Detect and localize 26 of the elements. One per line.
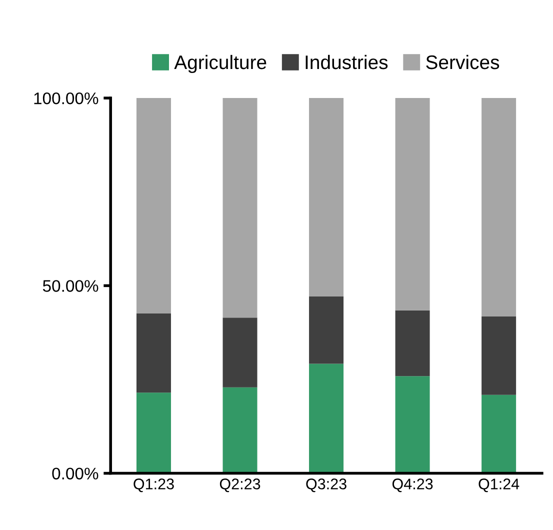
x-tick-label: Q2:23 (220, 478, 260, 492)
legend-label: Agriculture (174, 54, 266, 74)
y-tick-label: 50.00% (42, 280, 98, 292)
bar (482, 316, 516, 395)
legend-label: Industries (306, 54, 388, 70)
bar (395, 310, 430, 376)
bar (136, 392, 171, 474)
bar (482, 98, 516, 316)
y-tick-label: 100.00% (34, 92, 98, 104)
bar (395, 98, 430, 310)
bar (309, 296, 344, 364)
bar (482, 394, 516, 474)
x-tick-label: Q1:24 (478, 478, 520, 492)
bar (222, 98, 258, 318)
x-tick-label: Q4:23 (392, 478, 433, 492)
bar (136, 98, 171, 314)
x-tick-label: Q3:23 (306, 478, 346, 492)
bar (309, 364, 344, 474)
bar (136, 313, 171, 393)
bar (222, 318, 258, 388)
bar (395, 376, 430, 474)
legend-label: Services (426, 54, 500, 70)
bar (222, 387, 258, 474)
bar (309, 98, 344, 297)
x-tick-label: Q1:23 (134, 478, 174, 492)
y-tick-label: 0.00% (52, 468, 98, 480)
